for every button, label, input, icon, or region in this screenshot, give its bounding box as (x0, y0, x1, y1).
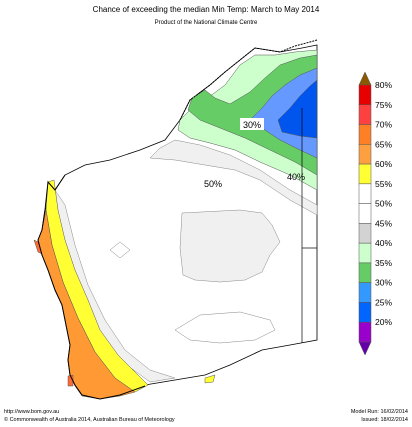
legend-swatch (358, 203, 372, 224)
legend-label: 30% (375, 278, 392, 288)
legend-label: 45% (375, 218, 392, 228)
map-subtitle: Product of the National Climate Centre (154, 20, 258, 26)
legend-label: 60% (375, 159, 392, 169)
legend-swatch (358, 223, 372, 244)
legend-bottom-arrow (358, 341, 372, 356)
legend-label: 65% (375, 139, 392, 149)
copyright-text: © Commonwealth of Australia 2014, Austra… (4, 417, 175, 423)
footer-right: Model Run: 16/02/2014 Issued: 18/02/2014 (351, 408, 408, 424)
legend-swatch (358, 163, 372, 185)
contour-label-50: 50% (204, 179, 222, 189)
legend-swatch (358, 124, 372, 145)
bom-url[interactable]: http://www.bom.gov.au (4, 409, 60, 415)
contour-label-30: 30% (243, 120, 261, 130)
contour-label-40: 40% (287, 172, 305, 182)
legend-swatch (358, 262, 372, 283)
legend-label: 70% (375, 120, 392, 130)
legend-label: 50% (375, 199, 392, 209)
legend-swatch (358, 242, 372, 264)
legend-label: 80% (375, 80, 392, 90)
legend-label: 25% (375, 297, 392, 307)
label-bg-30 (240, 118, 264, 130)
legend: 80% 75% 70% 65% 60% 55% 50% 45% 40% 35% 30% 25% 20% (358, 71, 392, 356)
footer-left: http://www.bom.gov.au © Commonwealth of … (4, 408, 175, 424)
region-45pct (149, 139, 318, 216)
legend-swatch (358, 302, 372, 323)
map-title: Chance of exceeding the median Min Temp:… (92, 5, 320, 14)
region-45pct-small (109, 241, 131, 259)
coastline-west (37, 174, 146, 400)
legend-label: 75% (375, 100, 392, 110)
region-25pct (277, 79, 318, 139)
issued-date: Issued: 18/02/2014 (361, 417, 408, 423)
region-45pct-inland (179, 209, 281, 283)
legend-label: 55% (375, 179, 392, 189)
legend-top-arrow (358, 71, 372, 86)
region-45pct-inland2 (174, 311, 276, 344)
legend-swatch (358, 183, 372, 204)
legend-swatch (358, 282, 372, 303)
model-run: Model Run: 16/02/2014 (350, 409, 408, 415)
legend-label: 40% (375, 238, 392, 248)
coastline-north (179, 39, 318, 121)
legend-label: 35% (375, 258, 392, 268)
legend-swatch (358, 144, 372, 165)
legend-swatch (358, 104, 372, 125)
legend-swatch (358, 321, 372, 343)
legend-swatch (358, 84, 372, 106)
legend-label: 20% (375, 317, 392, 327)
region-60pct-small (204, 374, 216, 384)
